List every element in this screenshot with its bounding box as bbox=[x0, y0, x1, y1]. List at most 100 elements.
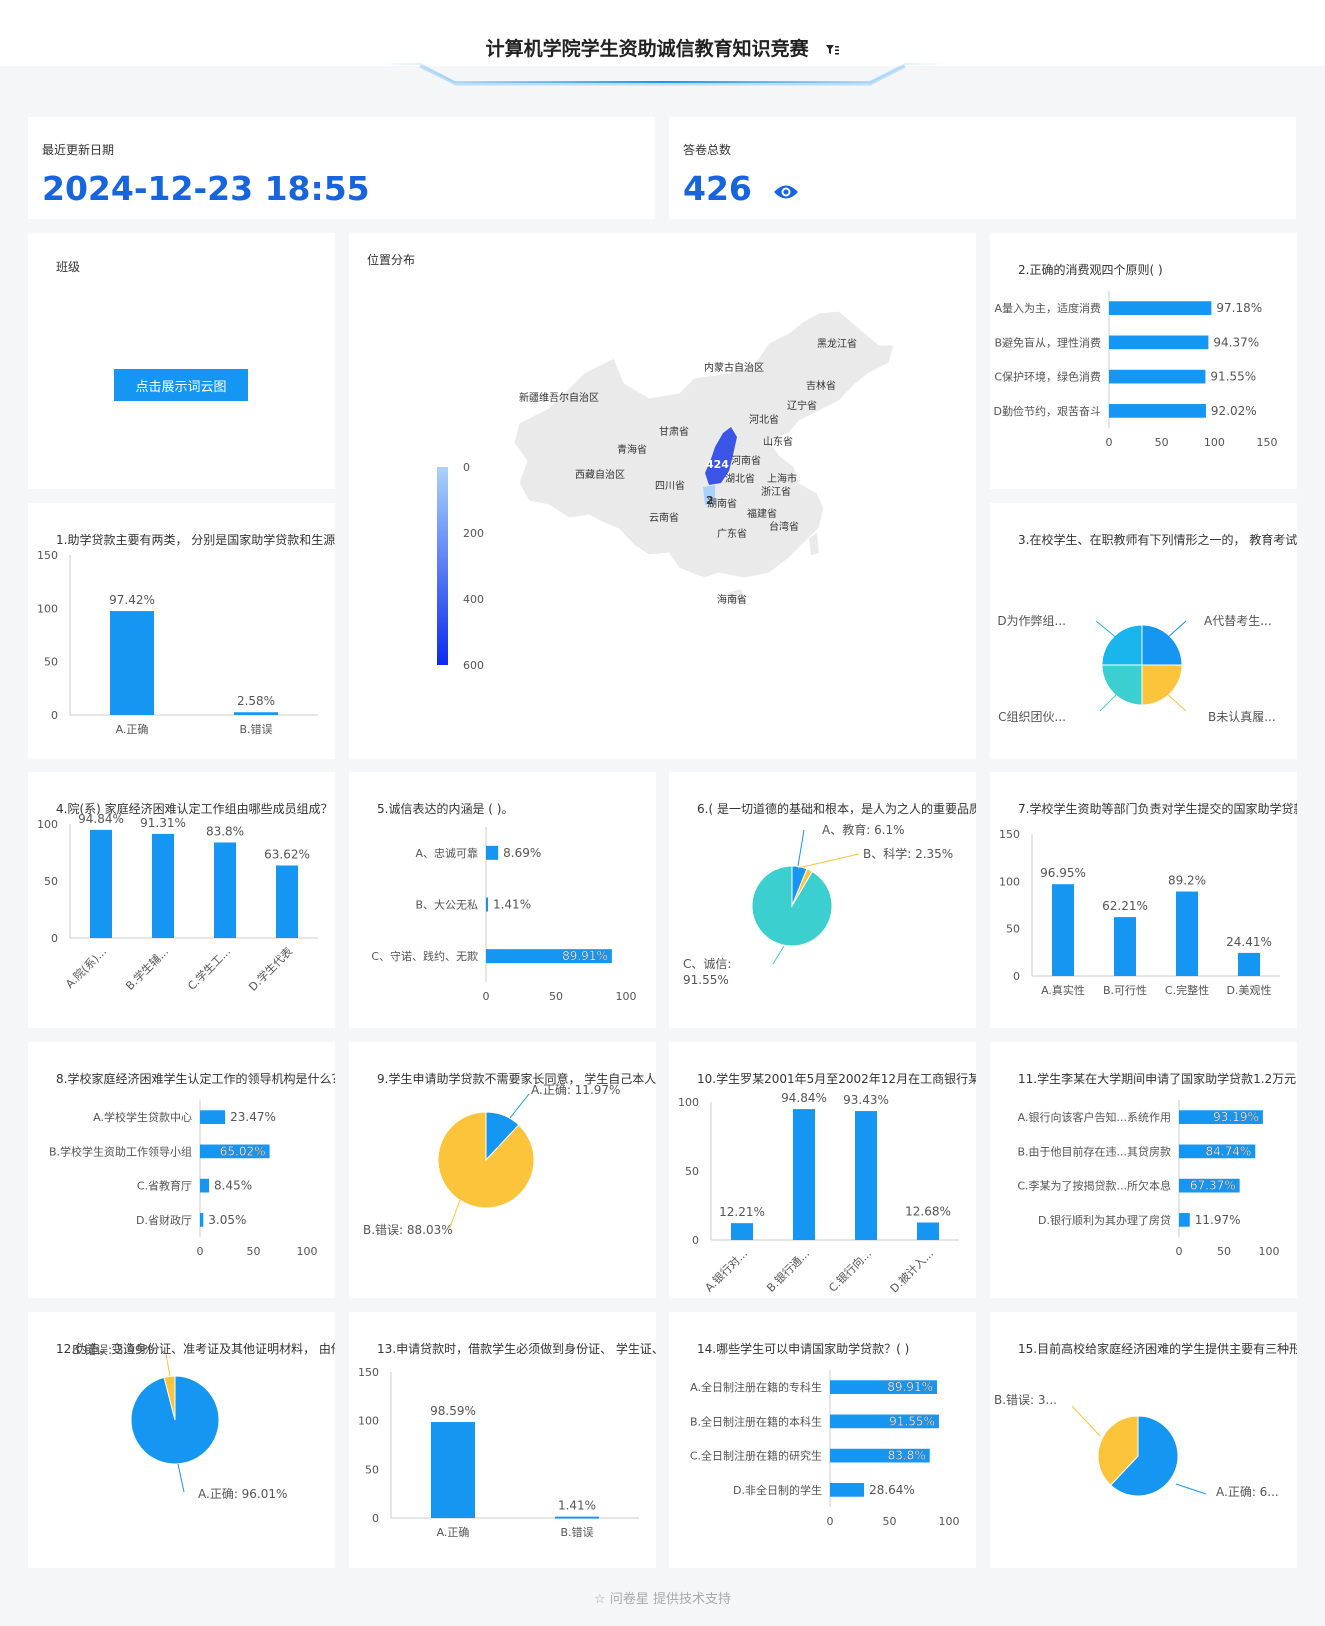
chart-title: 6.( 是一切道德的基础和根本，是人为之人的重要品质 bbox=[697, 802, 976, 816]
pie-leader-line bbox=[509, 1093, 530, 1119]
chart-q15: A.正确: 6... B.错误: 3... bbox=[994, 1393, 1279, 1499]
map-region-shanxi[interactable] bbox=[705, 427, 737, 485]
y-tick-label: 50 bbox=[685, 1165, 699, 1178]
y-tick-label: 150 bbox=[37, 549, 58, 562]
chart-panel-q15: 15.目前高校给家庭经济困难的学生提供主要有三种形式的资助 A.正确: 6...… bbox=[990, 1312, 1297, 1568]
category-label: B.可行性 bbox=[1103, 983, 1147, 997]
bar bbox=[200, 1178, 210, 1193]
map-province-label: 西藏自治区 bbox=[575, 468, 625, 481]
bar bbox=[486, 897, 488, 912]
pie-label: D为作弊组... bbox=[997, 613, 1066, 628]
chart-title: 7.学校学生资助等部门负责对学生提交的国家助学贷款申请进行资格审查 bbox=[1018, 802, 1297, 816]
category-label: C.完整性 bbox=[1165, 983, 1209, 997]
map-province-label: 河南省 bbox=[731, 454, 761, 467]
data-label: 28.64% bbox=[869, 1483, 915, 1497]
show-wordcloud-button[interactable]: 点击展示词云图 bbox=[114, 369, 248, 401]
map-panel: 位置分布 0 200 400 600 424 2 黑龙江省 内蒙古自治区 吉林省 辽宁… bbox=[349, 233, 976, 759]
chart-title: 11.学生李某在大学期间申请了国家助学贷款1.2万元 bbox=[1018, 1072, 1297, 1086]
category-label: A.学校学生贷款中心 bbox=[93, 1110, 192, 1124]
map-province-label: 山东省 bbox=[763, 435, 793, 448]
bar bbox=[1179, 1144, 1256, 1159]
category-label: A.正确 bbox=[437, 1526, 470, 1539]
category-label: C.银行向... bbox=[826, 1246, 875, 1295]
chart-q2: 0 50 100 150 A量入为主，适度消费 97.18% B避免盲从，理性消费 94.37… bbox=[994, 291, 1278, 449]
pie-slice bbox=[1101, 624, 1143, 666]
category-label: C保护环境，绿色消费 bbox=[994, 370, 1101, 384]
pie-slice bbox=[1141, 664, 1183, 706]
bar bbox=[200, 1144, 270, 1159]
chart-panel-q6: 6.( 是一切道德的基础和根本，是人为之人的重要品质 A、教育: 6.1% B、科… bbox=[669, 772, 976, 1028]
pie-leader-line bbox=[165, 1353, 171, 1377]
x-tick-label: 150 bbox=[1257, 436, 1278, 449]
chart-panel-q9: 9.学生申请助学贷款不需要家长同意， 学生自己本人签字即可 A.正确: 11.9… bbox=[349, 1042, 656, 1298]
category-label: C、守诺、践约、无欺 bbox=[371, 949, 478, 963]
hainan-shape bbox=[727, 589, 745, 605]
data-label: 11.97% bbox=[1195, 1213, 1241, 1227]
category-label: B.由于他目前存在违...其贷房款 bbox=[1017, 1144, 1171, 1158]
chart-q11: 0 50 100 A.银行向该客户告知...系统作用 93.19% B.由于他目前存在违.… bbox=[1017, 1100, 1280, 1258]
map-province-label: 浙江省 bbox=[761, 485, 791, 498]
pie-label: A代替考生... bbox=[1204, 614, 1272, 628]
bar bbox=[555, 1516, 599, 1519]
chart-title: 4.院(系) 家庭经济困难认定工作组由哪些成员组成？ bbox=[56, 802, 333, 816]
map-legend-label: 400 bbox=[463, 593, 484, 606]
chart-title: 2.正确的消费观四个原则( ) bbox=[1018, 263, 1163, 277]
map-region-shaanxi[interactable] bbox=[703, 485, 715, 505]
chart-q4: 0 50 100 94.84% A.院(系)... 91.31% B.学生辅... 83.8%… bbox=[37, 812, 318, 994]
y-tick-label: 150 bbox=[999, 828, 1020, 841]
pie-leader-line bbox=[448, 1199, 461, 1231]
map-value-shanxi: 424 bbox=[706, 458, 729, 471]
chart-panel-q1: 1.助学贷款主要有两类， 分别是国家助学贷款和生源地信用助学贷款 0 50 100 1… bbox=[28, 503, 335, 759]
y-tick-label: 150 bbox=[358, 1366, 379, 1379]
bar bbox=[200, 1110, 226, 1124]
data-label: 91.55% bbox=[1210, 370, 1256, 384]
pie-label: A.正确: 11.97% bbox=[531, 1083, 620, 1097]
pie-leader-line bbox=[772, 945, 785, 965]
chart-panel-q12: 12.伪造、变造身份证、准考证及其他证明材料， 由他人代替或者代替他人参加考试的… bbox=[28, 1312, 335, 1568]
footer: ☆ 问卷星 提供技术支持 bbox=[0, 1588, 1325, 1607]
bar bbox=[1176, 891, 1198, 976]
category-label: D.省财政厅 bbox=[136, 1213, 192, 1227]
category-label: A.银行向该客户告知...系统作用 bbox=[1018, 1110, 1171, 1124]
category-label: C.省教育厅 bbox=[137, 1179, 192, 1193]
category-label: B.学校学生资助工作领导小组 bbox=[49, 1144, 192, 1158]
map-province-label: 新疆维吾尔自治区 bbox=[519, 391, 599, 404]
bar bbox=[731, 1223, 753, 1240]
y-tick-label: 50 bbox=[365, 1463, 379, 1476]
category-label: C.全日制注册在籍的研究生 bbox=[690, 1449, 822, 1463]
data-label: 62.21% bbox=[1102, 899, 1148, 913]
pie-label: A.正确: 6... bbox=[1216, 1485, 1279, 1499]
pie-slice bbox=[1141, 624, 1183, 666]
bar bbox=[830, 1380, 937, 1394]
y-tick-label: 50 bbox=[44, 656, 58, 669]
bar bbox=[1052, 884, 1074, 976]
data-label: 91.31% bbox=[140, 816, 186, 830]
bar bbox=[917, 1222, 939, 1240]
class-panel: 班级 点击展示词云图 bbox=[28, 233, 335, 489]
data-label: 83.8% bbox=[888, 1449, 926, 1463]
pie-slice bbox=[437, 1111, 535, 1209]
data-label: 2.58% bbox=[237, 694, 275, 708]
x-tick-label: 50 bbox=[247, 1245, 261, 1258]
data-label: 24.41% bbox=[1226, 935, 1272, 949]
pie-label: 91.55% bbox=[683, 973, 729, 987]
map-province-label: 福建省 bbox=[747, 507, 777, 520]
bar bbox=[1179, 1213, 1190, 1227]
chart-title: 1.助学贷款主要有两类， 分别是国家助学贷款和生源地信用助学贷款 bbox=[56, 533, 335, 547]
filter-icon[interactable] bbox=[825, 42, 840, 57]
bar bbox=[793, 1109, 815, 1240]
x-tick-label: 50 bbox=[1217, 1245, 1231, 1258]
chart-title: 3.在校学生、在职教师有下列情形之一的， 教育考试机构应当给予其相应处理 bbox=[1018, 533, 1297, 547]
chart-panel-q10: 10.学生罗某2001年5月至2002年12月在工商银行某支行申请了国家助学贷款… bbox=[669, 1042, 976, 1298]
pie-leader-line bbox=[1099, 692, 1119, 712]
map-value-shaanxi: 2 bbox=[706, 494, 714, 507]
chart-panel-q5: 5.诚信表达的内涵是 ( )。 0 50 100 A、忠诚可靠 8.69% B、大公无私 1… bbox=[349, 772, 656, 1028]
eye-icon[interactable] bbox=[773, 171, 799, 210]
map-province-label: 上海市 bbox=[767, 472, 797, 485]
data-label: 97.18% bbox=[1216, 301, 1262, 315]
bar bbox=[830, 1483, 865, 1497]
update-date-card: 最近更新日期 2024-12-23 18:55 bbox=[28, 117, 655, 219]
bar bbox=[486, 845, 499, 860]
map-province-label: 吉林省 bbox=[806, 379, 836, 392]
